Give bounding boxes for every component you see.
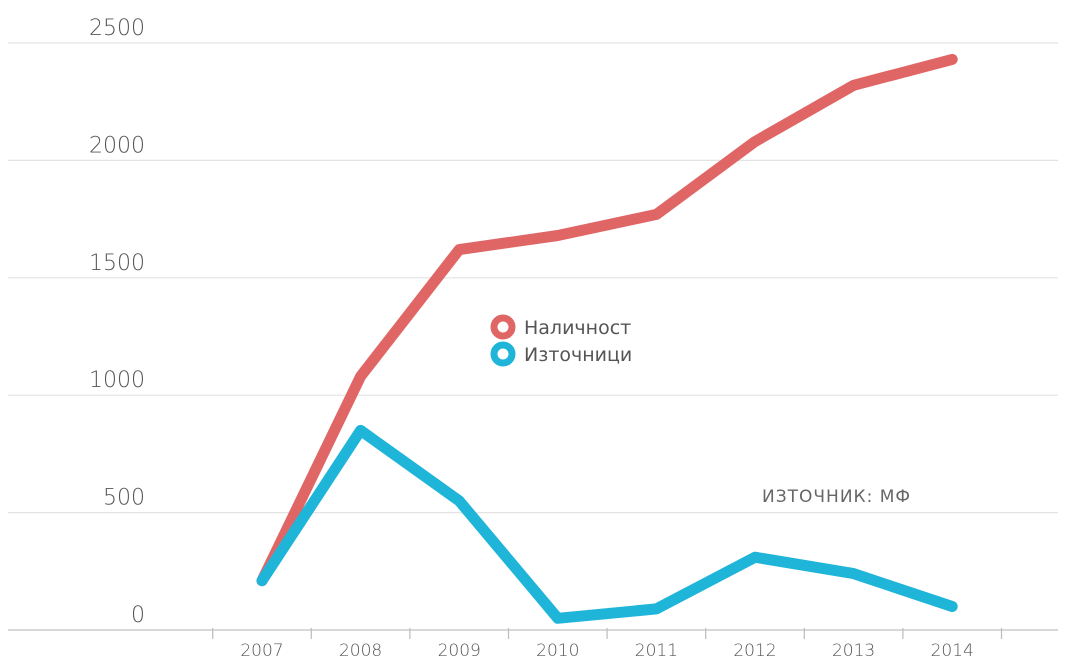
x-tick-label: 2013 (832, 641, 875, 659)
x-tick-label: 2010 (536, 641, 579, 659)
x-tick-label: 2014 (931, 641, 974, 659)
x-tick-label: 2009 (438, 641, 481, 659)
series-lines (256, 53, 958, 624)
source-annotation: ИЗТОЧНИК: МФ (762, 487, 911, 507)
y-tick-label: 2500 (89, 16, 145, 41)
y-axis-ticks: 0 500 1000 1500 2000 2500 (89, 16, 145, 628)
x-tick-label: 2012 (733, 641, 776, 659)
y-tick-label: 1500 (89, 251, 145, 276)
legend-item-iztochnici: Източници (490, 341, 632, 367)
legend-label-nalichnost: Наличност (524, 317, 631, 339)
y-tick-label: 2000 (89, 133, 145, 158)
legend-label-iztochnici: Източници (524, 344, 632, 366)
legend: Наличност Източници (490, 314, 632, 367)
legend-marker-iztochnici (490, 341, 516, 367)
legend-marker-nalichnost (490, 314, 516, 340)
x-tick-label: 2011 (635, 641, 678, 659)
gridlines (8, 42, 1058, 631)
x-tick-label: 2008 (339, 641, 382, 659)
y-tick-label: 1000 (89, 368, 145, 393)
x-axis: 2007 2008 2009 2010 2011 2012 2013 2014 (212, 628, 1003, 659)
y-tick-label: 500 (103, 486, 145, 511)
x-tick-label: 2007 (240, 641, 283, 659)
series-line-0 (256, 53, 958, 587)
y-tick-label: 0 (131, 603, 145, 628)
legend-item-nalichnost: Наличност (490, 314, 631, 340)
series-line-1 (256, 424, 958, 624)
